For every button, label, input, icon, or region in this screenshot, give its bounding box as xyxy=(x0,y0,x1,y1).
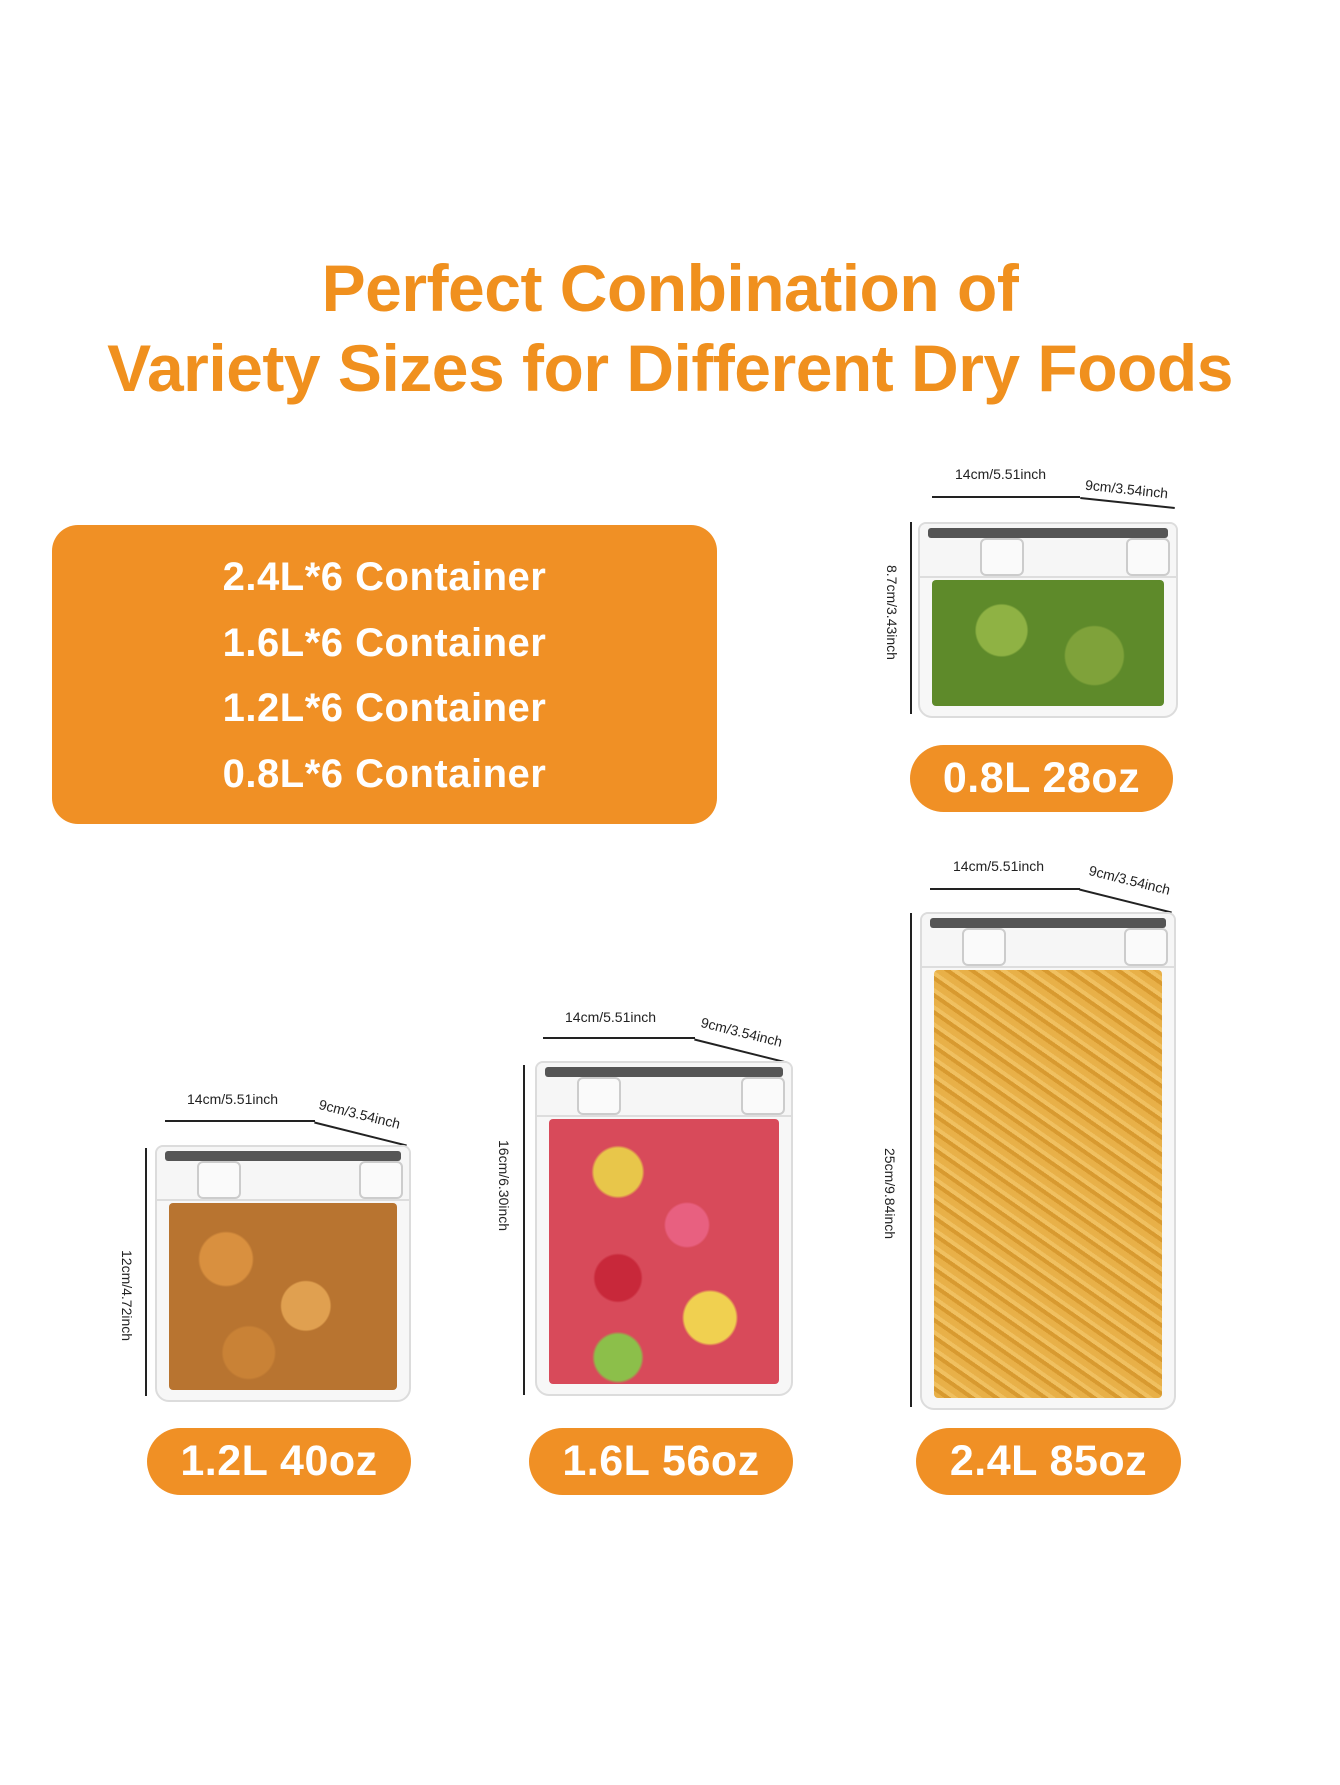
size-badge: 2.4L 85oz xyxy=(916,1428,1181,1495)
height-dimension-line xyxy=(523,1065,525,1395)
food-image xyxy=(549,1119,779,1384)
container-image xyxy=(918,522,1178,718)
height-dimension-line xyxy=(910,913,912,1407)
title-line-2: Variety Sizes for Different Dry Foods xyxy=(107,331,1233,405)
summary-item: 1.2L*6 Container xyxy=(222,686,547,730)
width-dimension-line xyxy=(543,1037,695,1039)
height-label: 16cm/6.30inch xyxy=(496,1140,512,1232)
summary-item: 0.8L*6 Container xyxy=(222,752,547,796)
width-label: 14cm/5.51inch xyxy=(187,1091,279,1107)
container-summary-box: 2.4L*6 Container 1.6L*6 Container 1.2L*6… xyxy=(52,525,717,824)
width-dimension-line xyxy=(930,888,1080,890)
height-dimension-line xyxy=(910,522,912,714)
container-image xyxy=(535,1061,793,1396)
size-badge: 0.8L 28oz xyxy=(910,745,1173,812)
lid xyxy=(920,524,1176,578)
lid xyxy=(537,1063,791,1117)
depth-label: 9cm/3.54inch xyxy=(1084,476,1169,502)
height-label: 8.7cm/3.43inch xyxy=(884,565,900,660)
title-line-1: Perfect Conbination of xyxy=(321,251,1019,325)
summary-item: 2.4L*6 Container xyxy=(222,555,547,599)
size-badge: 1.2L 40oz xyxy=(147,1428,411,1495)
summary-item: 1.6L*6 Container xyxy=(222,621,547,665)
height-label: 25cm/9.84inch xyxy=(882,1148,898,1240)
container-image xyxy=(155,1145,411,1402)
width-label: 14cm/5.51inch xyxy=(955,466,1047,482)
food-image xyxy=(932,580,1164,706)
lid xyxy=(922,914,1174,968)
lid xyxy=(157,1147,409,1201)
width-dimension-line xyxy=(932,496,1080,498)
container-image xyxy=(920,912,1176,1410)
height-label: 12cm/4.72inch xyxy=(119,1250,135,1342)
width-dimension-line xyxy=(165,1120,315,1122)
size-badge: 1.6L 56oz xyxy=(529,1428,793,1495)
width-label: 14cm/5.51inch xyxy=(953,858,1045,874)
depth-label: 9cm/3.54inch xyxy=(1087,862,1172,898)
width-label: 14cm/5.51inch xyxy=(565,1009,657,1025)
food-image xyxy=(169,1203,397,1390)
food-image xyxy=(934,970,1162,1398)
height-dimension-line xyxy=(145,1148,147,1396)
